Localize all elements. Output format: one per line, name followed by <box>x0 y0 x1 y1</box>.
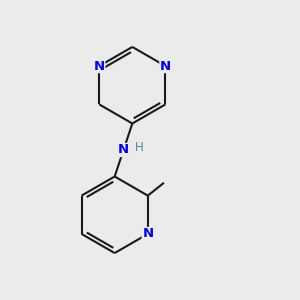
Text: N: N <box>94 60 105 73</box>
Text: N: N <box>118 143 129 157</box>
Text: N: N <box>160 60 171 73</box>
Text: N: N <box>142 227 153 240</box>
Text: H: H <box>135 141 144 154</box>
